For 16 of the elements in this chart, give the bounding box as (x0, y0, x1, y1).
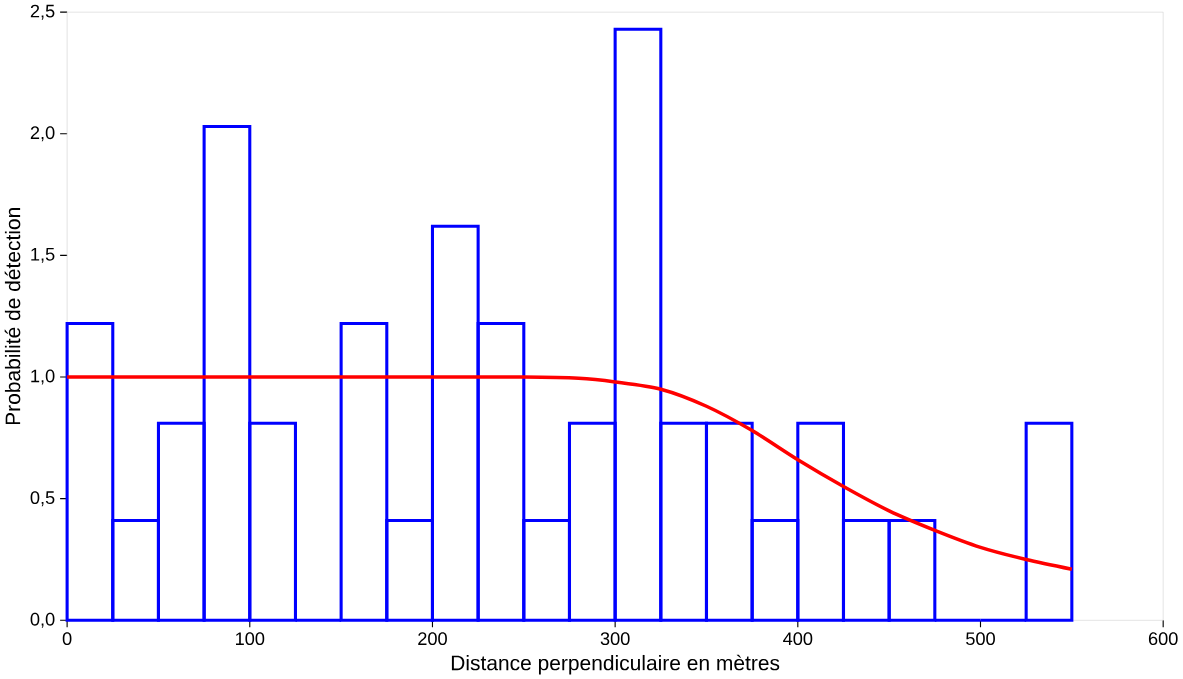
x-tick-label: 200 (418, 632, 447, 646)
x-tick-label: 0 (62, 632, 72, 646)
y-tick-label: 2,5 (30, 4, 55, 20)
y-tick-label: 1,5 (31, 247, 55, 263)
y-tick-label: 0,5 (30, 491, 55, 507)
y-tick-label: 2,0 (30, 126, 55, 142)
y-tick-label: 0,0 (30, 612, 55, 628)
x-tick-label: 300 (600, 632, 630, 646)
x-tick-label: 500 (966, 632, 995, 646)
y-axis-title: Probabilité de détection (4, 207, 21, 425)
x-tick-label: 600 (1148, 632, 1178, 646)
x-axis-title: Distance perpendiculaire en mètres (451, 654, 780, 675)
y-tick-label: 1,0 (31, 369, 55, 385)
x-tick-label: 400 (783, 632, 813, 646)
x-tick-label: 100 (236, 632, 265, 646)
line-series (65, 375, 1074, 571)
